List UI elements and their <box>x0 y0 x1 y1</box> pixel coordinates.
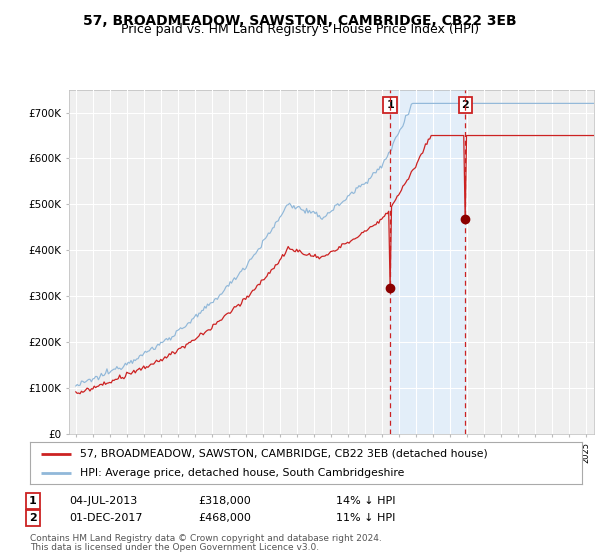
Text: 1: 1 <box>29 496 37 506</box>
Text: £318,000: £318,000 <box>198 496 251 506</box>
Text: Price paid vs. HM Land Registry's House Price Index (HPI): Price paid vs. HM Land Registry's House … <box>121 23 479 36</box>
Text: Contains HM Land Registry data © Crown copyright and database right 2024.: Contains HM Land Registry data © Crown c… <box>30 534 382 543</box>
Text: This data is licensed under the Open Government Licence v3.0.: This data is licensed under the Open Gov… <box>30 543 319 552</box>
Text: 2: 2 <box>461 100 469 110</box>
Text: £468,000: £468,000 <box>198 513 251 523</box>
Text: 11% ↓ HPI: 11% ↓ HPI <box>336 513 395 523</box>
Text: 14% ↓ HPI: 14% ↓ HPI <box>336 496 395 506</box>
Text: 01-DEC-2017: 01-DEC-2017 <box>69 513 143 523</box>
Bar <box>390 90 465 434</box>
Text: 04-JUL-2013: 04-JUL-2013 <box>69 496 137 506</box>
Text: 1: 1 <box>386 100 394 110</box>
Text: 57, BROADMEADOW, SAWSTON, CAMBRIDGE, CB22 3EB (detached house): 57, BROADMEADOW, SAWSTON, CAMBRIDGE, CB2… <box>80 449 487 459</box>
Text: HPI: Average price, detached house, South Cambridgeshire: HPI: Average price, detached house, Sout… <box>80 468 404 478</box>
Text: 2: 2 <box>29 513 37 523</box>
Text: 57, BROADMEADOW, SAWSTON, CAMBRIDGE, CB22 3EB: 57, BROADMEADOW, SAWSTON, CAMBRIDGE, CB2… <box>83 14 517 28</box>
